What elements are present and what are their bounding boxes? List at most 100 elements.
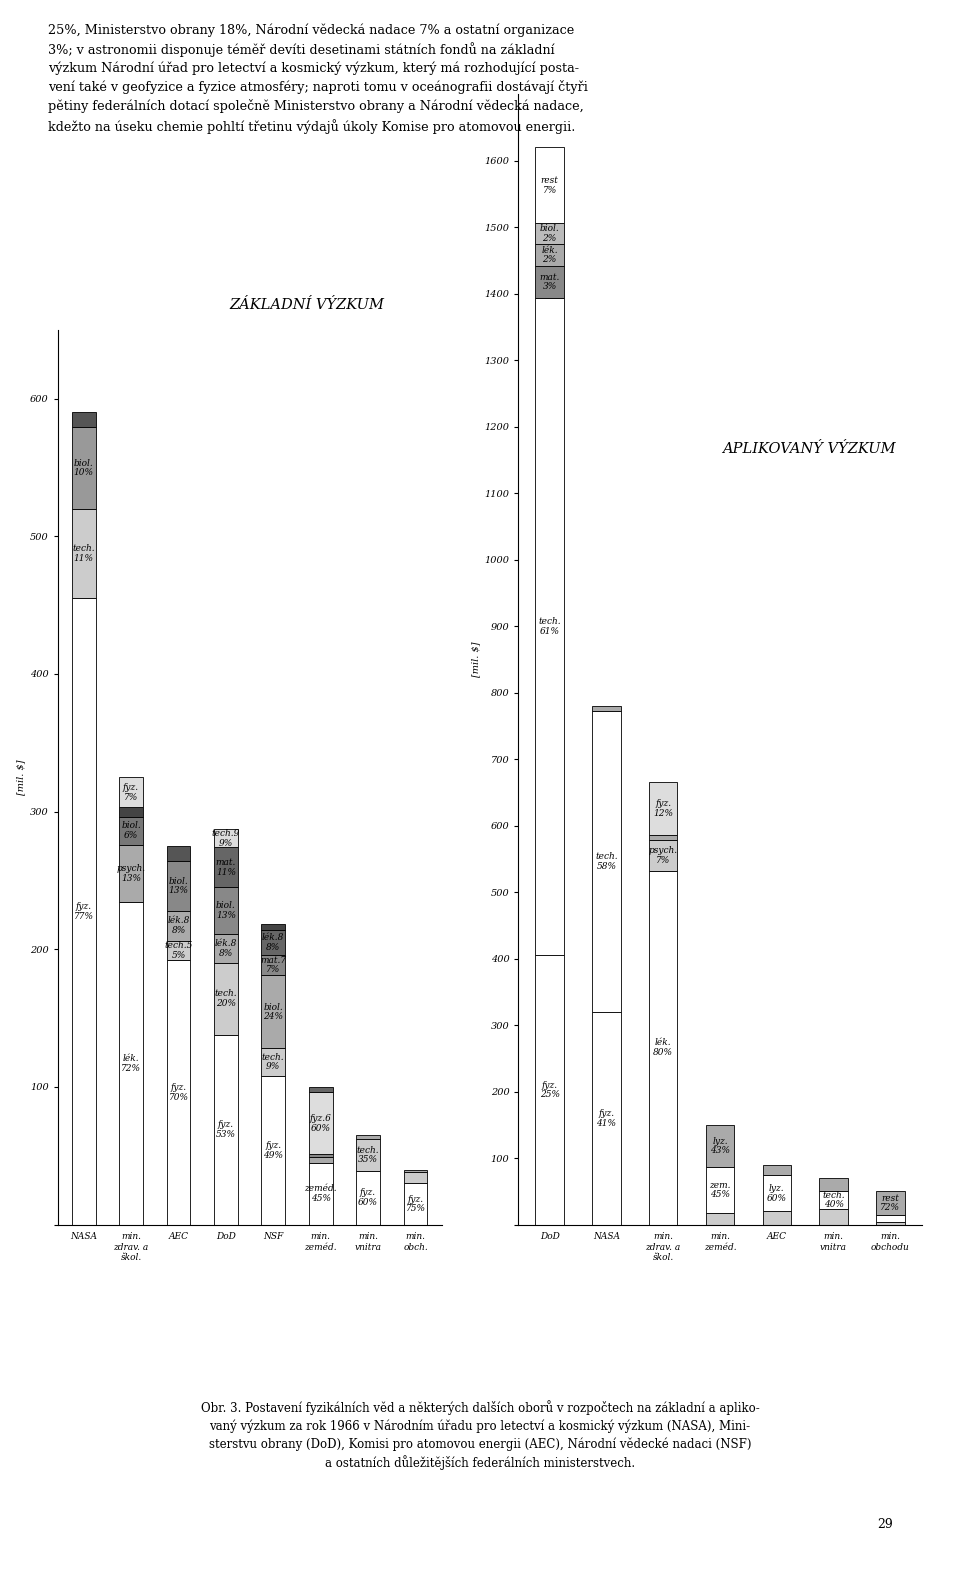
Bar: [706, 1168, 734, 1212]
Text: tech.
58%: tech. 58%: [595, 853, 617, 871]
Text: rest
72%: rest 72%: [880, 1193, 900, 1212]
Text: fyz.
70%: fyz. 70%: [169, 1083, 188, 1102]
Text: tech.
61%: tech. 61%: [539, 617, 561, 636]
Text: tech.
11%: tech. 11%: [72, 545, 95, 562]
Bar: [536, 223, 564, 245]
Text: tech.
20%: tech. 20%: [215, 989, 237, 1008]
Bar: [536, 148, 564, 223]
Y-axis label: [mil. $]: [mil. $]: [16, 760, 26, 794]
Bar: [876, 1215, 904, 1221]
Bar: [72, 509, 96, 598]
Bar: [820, 1209, 848, 1225]
Bar: [762, 1212, 791, 1225]
Text: lék.8
8%: lék.8 8%: [262, 933, 284, 951]
Text: lék.8
8%: lék.8 8%: [167, 917, 190, 936]
Text: biol.
24%: biol. 24%: [263, 1003, 283, 1020]
Text: lyz.
60%: lyz. 60%: [767, 1184, 787, 1203]
Bar: [876, 1192, 904, 1215]
Text: lék.8
8%: lék.8 8%: [215, 939, 237, 958]
Bar: [536, 298, 564, 955]
Bar: [536, 265, 564, 298]
Bar: [592, 706, 620, 711]
Bar: [72, 427, 96, 509]
Text: mat.7
7%: mat.7 7%: [260, 956, 286, 975]
Text: tech.
9%: tech. 9%: [262, 1053, 284, 1071]
Bar: [762, 1165, 791, 1176]
Bar: [309, 1157, 332, 1163]
Text: fyz.
41%: fyz. 41%: [596, 1108, 616, 1127]
Text: lyz.
43%: lyz. 43%: [710, 1137, 730, 1156]
Bar: [403, 1184, 427, 1225]
Bar: [762, 1176, 791, 1212]
Bar: [119, 903, 143, 1225]
Text: mat.
3%: mat. 3%: [540, 273, 560, 292]
Bar: [214, 848, 238, 887]
Text: fyz.6
60%: fyz.6 60%: [310, 1115, 331, 1134]
Y-axis label: [mil. $]: [mil. $]: [471, 642, 480, 677]
Bar: [119, 777, 143, 807]
Bar: [309, 1154, 332, 1157]
Text: lék.
2%: lék. 2%: [541, 246, 558, 264]
Text: fyz.
25%: fyz. 25%: [540, 1080, 560, 1099]
Text: psych.
13%: psych. 13%: [116, 864, 146, 882]
Text: biol.
6%: biol. 6%: [121, 821, 141, 840]
Bar: [261, 1049, 285, 1075]
Text: tech.
40%: tech. 40%: [823, 1190, 845, 1209]
Bar: [261, 929, 285, 955]
Bar: [309, 1086, 332, 1093]
Bar: [649, 835, 678, 840]
Bar: [592, 1011, 620, 1225]
Bar: [214, 887, 238, 934]
Bar: [706, 1124, 734, 1168]
Bar: [72, 413, 96, 427]
Text: tech.
35%: tech. 35%: [357, 1146, 379, 1165]
Bar: [119, 807, 143, 816]
Bar: [356, 1135, 380, 1140]
Bar: [119, 845, 143, 903]
Text: Obr. 3. Postavení fyzikálních věd a některých dalších oborů v rozpočtech na zákl: Obr. 3. Postavení fyzikálních věd a někt…: [201, 1400, 759, 1471]
Bar: [214, 934, 238, 962]
Text: biol.
2%: biol. 2%: [540, 225, 560, 243]
Bar: [706, 1212, 734, 1225]
Bar: [309, 1163, 332, 1225]
Text: rest
7%: rest 7%: [540, 176, 559, 195]
Bar: [356, 1171, 380, 1225]
Text: ZÁKLADNÍ VÝZKUM: ZÁKLADNÍ VÝZKUM: [229, 298, 385, 312]
Bar: [72, 598, 96, 1225]
Text: APLIKOVANÝ VÝZKUM: APLIKOVANÝ VÝZKUM: [722, 441, 896, 455]
Text: zem.
45%: zem. 45%: [709, 1181, 731, 1199]
Bar: [536, 955, 564, 1225]
Bar: [876, 1221, 904, 1225]
Bar: [167, 911, 190, 940]
Text: biol.
13%: biol. 13%: [216, 901, 236, 920]
Text: 25%, Ministerstvo obrany 18%, Národní vědecká nadace 7% a ostatní organizace
3%;: 25%, Ministerstvo obrany 18%, Národní vě…: [48, 24, 588, 133]
Text: biol.
13%: biol. 13%: [169, 876, 188, 895]
Bar: [649, 782, 678, 835]
Bar: [592, 711, 620, 1011]
Text: biol.
10%: biol. 10%: [74, 458, 94, 477]
Text: fyz.
60%: fyz. 60%: [358, 1188, 378, 1207]
Bar: [214, 962, 238, 1035]
Bar: [261, 925, 285, 929]
Bar: [649, 840, 678, 871]
Bar: [649, 871, 678, 1225]
Bar: [214, 1035, 238, 1225]
Text: tech.9
9%: tech.9 9%: [212, 829, 240, 848]
Bar: [403, 1170, 427, 1173]
Text: psych.
7%: psych. 7%: [649, 846, 678, 865]
Text: lék.
72%: lék. 72%: [121, 1053, 141, 1072]
Text: zeméd.
45%: zeméd. 45%: [304, 1184, 337, 1203]
Bar: [536, 245, 564, 265]
Bar: [167, 961, 190, 1225]
Text: tech.5
5%: tech.5 5%: [164, 942, 193, 959]
Text: fyz.
53%: fyz. 53%: [216, 1121, 236, 1138]
Text: 29: 29: [877, 1518, 893, 1531]
Bar: [820, 1190, 848, 1209]
Text: fyz.
49%: fyz. 49%: [263, 1141, 283, 1160]
Text: fyz.
77%: fyz. 77%: [74, 903, 94, 920]
Bar: [119, 816, 143, 845]
Bar: [356, 1140, 380, 1171]
Text: fyz.
12%: fyz. 12%: [653, 799, 673, 818]
Text: lék.
80%: lék. 80%: [653, 1038, 673, 1057]
Text: fyz.
7%: fyz. 7%: [123, 783, 139, 802]
